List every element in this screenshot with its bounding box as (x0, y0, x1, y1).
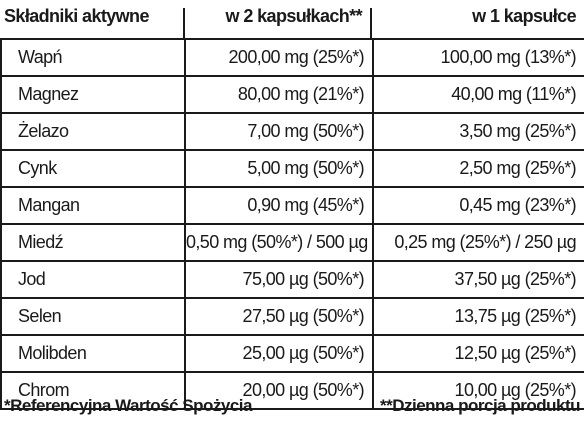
column-header-ingredients: Składniki aktywne (4, 6, 149, 26)
ingredient-name: Miedź (0, 223, 186, 262)
table-row: Magnez 80,00 mg (21%*) 40,00 mg (11%*) (0, 75, 584, 114)
table-row: Selen 27,50 µg (50%*) 13,75 µg (25%*) (0, 297, 584, 336)
ingredient-name: Jod (0, 260, 186, 299)
ingredient-name: Żelazo (0, 112, 186, 151)
amount-one-capsule: 0,25 mg (25%*) / 250 µg (372, 223, 584, 262)
ingredient-name: Cynk (0, 149, 186, 188)
header-divider (183, 8, 185, 38)
amount-one-capsule: 12,50 µg (25%*) (372, 334, 584, 373)
amount-one-capsule: 13,75 µg (25%*) (372, 297, 584, 336)
table-row: Cynk 5,00 mg (50%*) 2,50 mg (25%*) (0, 149, 584, 188)
amount-two-capsules: 80,00 mg (21%*) (184, 75, 374, 114)
amount-one-capsule: 100,00 mg (13%*) (372, 38, 584, 77)
table-row: Mangan 0,90 mg (45%*) 0,45 mg (23%*) (0, 186, 584, 225)
ingredient-name: Selen (0, 297, 186, 336)
amount-two-capsules: 25,00 µg (50%*) (184, 334, 374, 373)
footnote-daily-portion: **Dzienna porcja produktu (379, 396, 581, 415)
amount-one-capsule: 37,50 µg (25%*) (372, 260, 584, 299)
amount-two-capsules: 27,50 µg (50%*) (184, 297, 374, 336)
table-header: Składniki aktywne w 2 kapsułkach** w 1 k… (0, 0, 584, 38)
amount-two-capsules: 0,50 mg (50%*) / 500 µg (184, 223, 374, 262)
table-row: Wapń 200,00 mg (25%*) 100,00 mg (13%*) (0, 38, 584, 77)
ingredient-name: Molibden (0, 334, 186, 373)
table-row: Żelazo 7,00 mg (50%*) 3,50 mg (25%*) (0, 112, 584, 151)
amount-two-capsules: 7,00 mg (50%*) (184, 112, 374, 151)
amount-two-capsules: 75,00 µg (50%*) (184, 260, 374, 299)
amount-one-capsule: 3,50 mg (25%*) (372, 112, 584, 151)
amount-one-capsule: 0,45 mg (23%*) (372, 186, 584, 225)
column-header-one-capsule: w 1 kapsułce (472, 6, 576, 26)
amount-two-capsules: 5,00 mg (50%*) (184, 149, 374, 188)
table-row: Miedź 0,50 mg (50%*) / 500 µg 0,25 mg (2… (0, 223, 584, 262)
ingredient-name: Magnez (0, 75, 186, 114)
column-header-two-capsules: w 2 kapsułkach** (225, 6, 363, 26)
amount-two-capsules: 200,00 mg (25%*) (184, 38, 374, 77)
ingredient-name: Chrom (0, 371, 186, 410)
table-row: Jod 75,00 µg (50%*) 37,50 µg (25%*) (0, 260, 584, 299)
table-row: Molibden 25,00 µg (50%*) 12,50 µg (25%*) (0, 334, 584, 373)
amount-one-capsule: 2,50 mg (25%*) (372, 149, 584, 188)
table-footnotes: *Referencyjna Wartość Spożycia **Dzienna… (0, 390, 584, 420)
ingredient-name: Mangan (0, 186, 186, 225)
header-divider (370, 8, 372, 38)
footnote-reference-intake: *Referencyjna Wartość Spożycia (4, 396, 252, 415)
amount-two-capsules: 0,90 mg (45%*) (184, 186, 374, 225)
ingredient-name: Wapń (0, 38, 186, 77)
ingredients-table: Wapń 200,00 mg (25%*) 100,00 mg (13%*) M… (0, 38, 584, 410)
amount-two-capsules: 20,00 µg (50%*) (184, 371, 374, 410)
amount-one-capsule: 40,00 mg (11%*) (372, 75, 584, 114)
